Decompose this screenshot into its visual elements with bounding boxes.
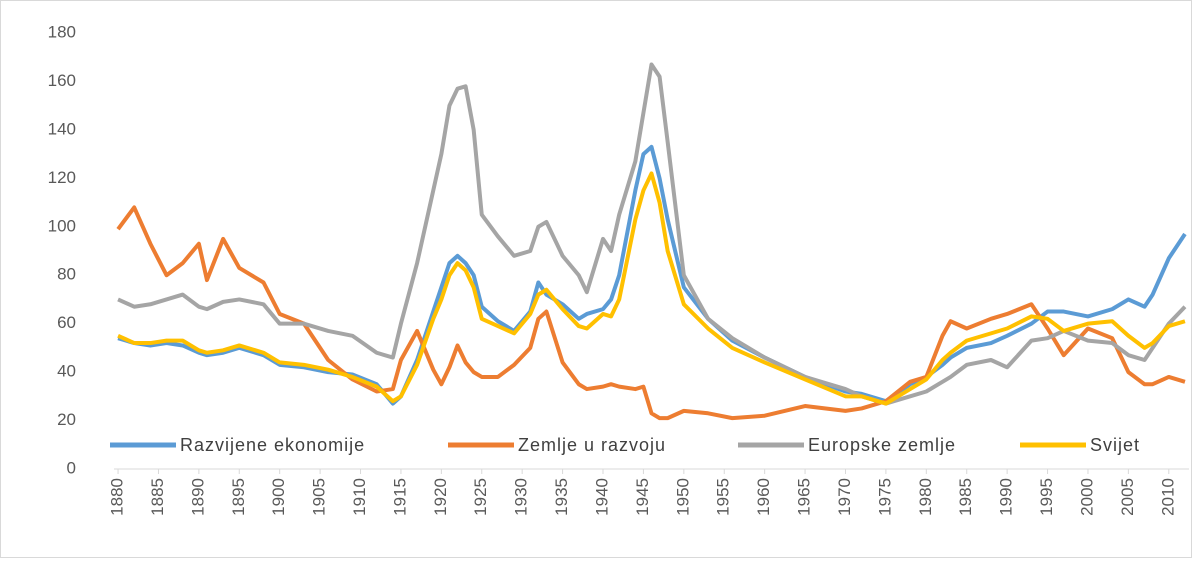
x-tick-label: 2000: [1077, 478, 1096, 516]
x-tick-label: 1930: [512, 478, 531, 516]
x-tick-label: 1935: [552, 478, 571, 516]
x-tick-label: 1925: [471, 478, 490, 516]
x-tick-label: 1915: [390, 478, 409, 516]
x-tick-label: 2005: [1118, 478, 1137, 516]
x-tick-label: 1910: [350, 478, 369, 516]
x-tick-label: 1920: [431, 478, 450, 516]
x-tick-label: 1885: [148, 478, 167, 516]
x-tick-label: 1950: [673, 478, 692, 516]
x-tick-label: 1955: [714, 478, 733, 516]
line-series: [117, 144, 1187, 406]
x-tick-label: 1985: [956, 478, 975, 516]
x-tick-label: 1945: [633, 478, 652, 516]
line-series: [117, 171, 1186, 406]
legend-label: Razvijene ekonomije: [180, 435, 365, 455]
y-tick-label: 0: [67, 458, 76, 477]
x-tick-label: 1890: [188, 478, 207, 516]
legend-label: Svijet: [1090, 435, 1140, 455]
x-tick-label: 1965: [795, 478, 814, 516]
x-tick-label: 1975: [875, 478, 894, 516]
y-tick-label: 20: [57, 410, 76, 429]
x-tick-label: 1900: [269, 478, 288, 516]
x-tick-label: 1980: [916, 478, 935, 516]
y-tick-label: 40: [57, 362, 76, 381]
x-tick-label: 1990: [997, 478, 1016, 516]
y-tick-label: 80: [57, 265, 76, 284]
y-tick-label: 60: [57, 313, 76, 332]
y-tick-label: 160: [48, 71, 76, 90]
x-tick-label: 1905: [310, 478, 329, 516]
x-tick-label: 1940: [592, 478, 611, 516]
legend-label: Zemlje u razvoju: [518, 435, 666, 455]
x-tick-label: 1970: [835, 478, 854, 516]
x-tick-label: 1895: [229, 478, 248, 516]
legend-label: Europske zemlje: [808, 435, 956, 455]
y-tick-label: 140: [48, 119, 76, 138]
line-series: [117, 62, 1187, 406]
y-tick-label: 180: [48, 22, 76, 41]
x-tick-label: 1995: [1037, 478, 1056, 516]
x-tick-label: 1960: [754, 478, 773, 516]
y-tick-label: 120: [48, 168, 76, 187]
x-tick-label: 1880: [108, 478, 127, 516]
x-tick-label: 2010: [1158, 478, 1177, 516]
y-tick-label: 100: [48, 216, 76, 235]
